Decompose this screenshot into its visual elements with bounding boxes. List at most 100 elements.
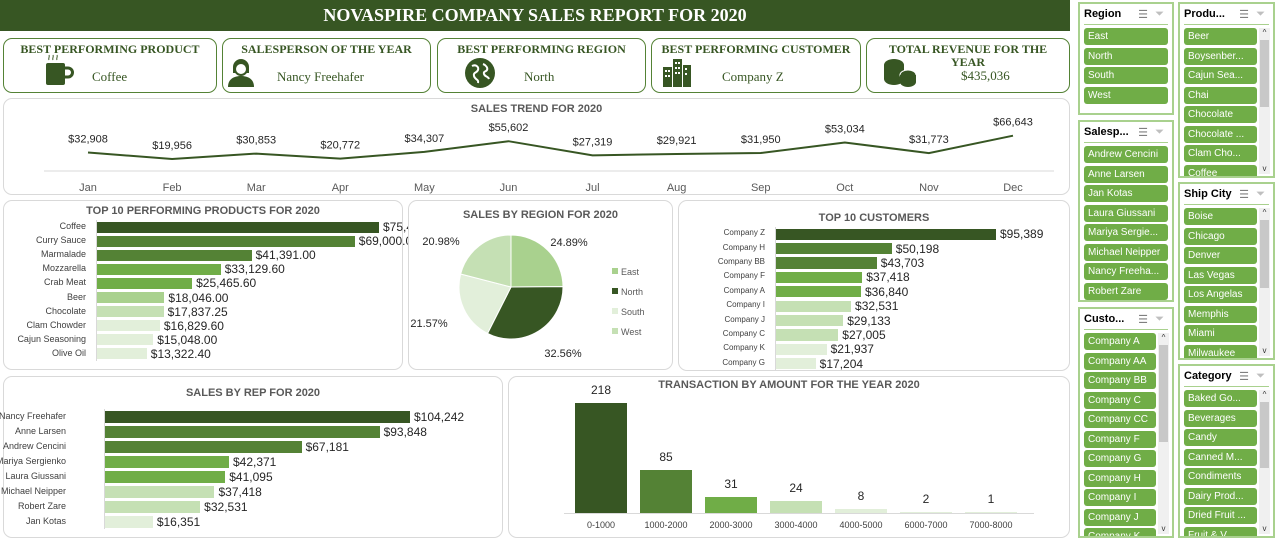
slicer-item[interactable]: Michael Neipper (1084, 243, 1168, 261)
clear-filter-icon[interactable]: ⏷ (1155, 313, 1164, 325)
slicer-item[interactable]: Company CC (1084, 411, 1156, 428)
scrollbar[interactable]: ^ v (1259, 28, 1270, 174)
data-label: $18,046.00 (168, 290, 229, 305)
slicer-item[interactable]: Company K (1084, 528, 1156, 536)
multi-select-icon[interactable]: ☰ (1239, 189, 1249, 201)
category-label: 3000-4000 (774, 520, 818, 530)
category-label: Laura Giussani (5, 470, 66, 481)
slicer-item[interactable]: Boise (1184, 208, 1257, 225)
slicer-item[interactable]: Chocolate (1184, 106, 1257, 123)
scroll-up-icon[interactable]: ^ (1161, 333, 1166, 342)
clear-filter-icon[interactable]: ⏷ (1155, 126, 1164, 138)
slicer-item[interactable]: Coffee (1184, 164, 1257, 176)
slicer-item[interactable]: Candy (1184, 429, 1257, 446)
slicer-item[interactable]: Company I (1084, 489, 1156, 506)
data-label: $32,531 (855, 299, 899, 314)
slicer-item[interactable]: Company BB (1084, 372, 1156, 389)
scrollbar[interactable]: ^ v (1158, 333, 1169, 534)
slicer-item[interactable]: Company AA (1084, 352, 1156, 370)
pie-slice (460, 234, 512, 288)
bar (97, 320, 160, 332)
slicer-item[interactable]: Company H (1084, 469, 1156, 487)
slicer-item[interactable]: East (1084, 28, 1168, 45)
data-label: $15,048.00 (157, 332, 218, 347)
data-label: $67,181 (305, 439, 349, 454)
data-label: $17,837.25 (167, 304, 228, 319)
slicer-item[interactable]: Boysenber... (1184, 47, 1257, 65)
scrollbar[interactable]: ^ v (1259, 390, 1270, 534)
scrollbar[interactable]: ^ v (1259, 208, 1270, 356)
slicer-item[interactable]: Condiments (1184, 468, 1257, 485)
clear-filter-icon[interactable]: ⏷ (1155, 8, 1164, 20)
slicer-item[interactable]: Los Angelas (1184, 286, 1257, 303)
data-label: $50,198 (895, 241, 940, 256)
slicer-item[interactable]: Dried Fruit ... (1184, 507, 1257, 524)
slicer-item[interactable]: Fruit & V... (1184, 526, 1257, 536)
bar (776, 300, 852, 312)
slicer-item[interactable]: Milwaukee (1184, 344, 1257, 358)
month-tick-label: Nov (919, 182, 939, 194)
slicer-item[interactable]: Denver (1184, 247, 1257, 264)
bar (97, 348, 147, 360)
slicer-item[interactable]: Jan Kotas (1084, 185, 1168, 202)
slicer-item[interactable]: Company G (1084, 450, 1156, 467)
scroll-down-icon[interactable]: v (1262, 346, 1267, 355)
scroll-up-icon[interactable]: ^ (1262, 208, 1267, 217)
scroll-thumb[interactable] (1260, 402, 1269, 468)
top-products-title: TOP 10 PERFORMING PRODUCTS FOR 2020 (86, 205, 320, 217)
slicer-item[interactable]: Nancy Freeha... (1084, 263, 1168, 280)
slicer-item[interactable]: Robert Zare (1084, 282, 1168, 300)
clear-filter-icon[interactable]: ⏷ (1256, 8, 1265, 20)
pie-data-label: 32.56% (544, 348, 582, 360)
slicer-item[interactable]: Clam Cho... (1184, 145, 1257, 162)
slicer-item[interactable]: Chicago (1184, 227, 1257, 245)
slicer-item[interactable]: Company C (1084, 391, 1156, 409)
clear-filter-icon[interactable]: ⏷ (1256, 370, 1265, 382)
y-axis-line (96, 220, 97, 361)
slicer-divider (1184, 386, 1269, 387)
slicer-item[interactable]: Miami (1184, 325, 1257, 342)
multi-select-icon[interactable]: ☰ (1138, 9, 1148, 21)
multi-select-icon[interactable]: ☰ (1239, 9, 1249, 21)
multi-select-icon[interactable]: ☰ (1239, 371, 1249, 383)
scroll-down-icon[interactable]: v (1161, 524, 1166, 533)
scroll-down-icon[interactable]: v (1262, 524, 1267, 533)
scroll-down-icon[interactable]: v (1262, 164, 1267, 173)
slicer-item[interactable]: Chocolate ... (1184, 125, 1257, 143)
slicer-item[interactable]: Company A (1084, 333, 1156, 350)
slicer-item[interactable]: Andrew Cencini (1084, 146, 1168, 163)
clear-filter-icon[interactable]: ⏷ (1256, 188, 1265, 200)
slicer-item[interactable]: Laura Giussani (1084, 204, 1168, 222)
category-label: Crab Meat (43, 277, 86, 288)
data-label: $36,840 (864, 284, 909, 299)
category-label: Coffee (59, 221, 86, 232)
slicer-item[interactable]: Mariya Sergie... (1084, 224, 1168, 241)
scroll-up-icon[interactable]: ^ (1262, 28, 1267, 37)
slicer-item[interactable]: Las Vegas (1184, 266, 1257, 284)
slicer-item[interactable]: Company J (1084, 508, 1156, 526)
slicer-item[interactable]: Canned M... (1184, 448, 1257, 466)
slicer-item[interactable]: Dairy Prod... (1184, 487, 1257, 505)
slicer-item[interactable]: Chai (1184, 86, 1257, 104)
slicer-item[interactable]: Beer (1184, 28, 1257, 45)
multi-select-icon[interactable]: ☰ (1138, 314, 1148, 326)
slicer-item[interactable]: Beverages (1184, 409, 1257, 427)
bar (105, 410, 410, 423)
slicer-item[interactable]: Cajun Sea... (1184, 67, 1257, 84)
slicer-item[interactable]: Memphis (1184, 305, 1257, 323)
slicer-item[interactable]: West (1084, 86, 1168, 104)
slicer-item[interactable]: Anne Larsen (1084, 165, 1168, 183)
scroll-thumb[interactable] (1260, 40, 1269, 107)
slicer-item[interactable]: Baked Go... (1184, 390, 1257, 407)
multi-select-icon[interactable]: ☰ (1138, 127, 1148, 139)
scroll-thumb[interactable] (1260, 220, 1269, 288)
scroll-thumb[interactable] (1159, 345, 1168, 442)
slicer-item[interactable]: Company F (1084, 430, 1156, 448)
slicer-category: Category ☰ ⏷ Baked Go... Beverages Candy Canne… (1178, 364, 1275, 538)
slicer-item[interactable]: North (1084, 47, 1168, 65)
data-label: $31,950 (741, 134, 781, 146)
slicer-item[interactable]: South (1084, 67, 1168, 84)
slicer-title: Ship City (1184, 188, 1232, 200)
scroll-up-icon[interactable]: ^ (1262, 390, 1267, 399)
kpi-label: BEST PERFORMING REGION (457, 42, 626, 56)
